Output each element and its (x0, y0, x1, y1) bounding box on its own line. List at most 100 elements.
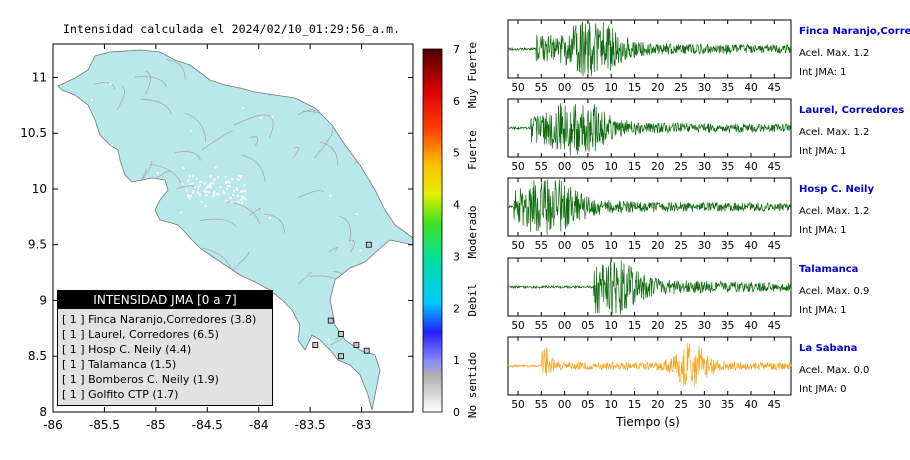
colorbar-tick-label: 7 (453, 43, 460, 56)
time-tick-label: 55 (535, 161, 548, 173)
x-tick-label: -85.5 (89, 418, 120, 432)
colorbar-tick-label: 0 (453, 406, 460, 419)
x-tick-label: -83.5 (295, 418, 326, 432)
seismogram-panel: 50 55 00 05 10 15 20 25 30 35 40 45 Hosp C. Neily Ace… (507, 177, 874, 252)
legend-row: [ 1 ] Hosp C. Neily (4.4) (62, 343, 192, 356)
time-tick-label: 00 (558, 82, 571, 94)
country-landmass (57, 49, 413, 411)
legend-row: [ 1 ] Bomberos C. Neily (1.9) (62, 373, 219, 386)
colorbar-tick-label: 1 (453, 354, 460, 367)
station-marker (338, 353, 344, 360)
station-marker (327, 317, 334, 324)
station-marker (312, 342, 319, 349)
y-tick-label: 9 (39, 293, 47, 307)
time-tick-label: 50 (511, 320, 524, 332)
seismogram-panel: 50 55 00 05 10 15 20 25 30 35 40 45 Talamanca Acel. M… (507, 257, 869, 332)
map-title: Intensidad calculada el 2024/02/10_01:29… (63, 22, 401, 36)
int-jma-value: Int JMA: 1 (799, 146, 847, 157)
time-tick-label: 05 (581, 320, 594, 332)
y-tick-label: 11 (32, 70, 47, 84)
station-marker (338, 330, 344, 337)
time-tick-label: 35 (721, 161, 734, 173)
station-marker (363, 347, 370, 354)
time-tick-label: 05 (581, 161, 594, 173)
x-tick-label: -83 (352, 418, 372, 432)
time-tick-label: 25 (674, 82, 687, 94)
colorbar-category-label: Moderado (466, 206, 479, 259)
time-tick-label: 55 (535, 320, 548, 332)
time-tick-label: 15 (628, 240, 641, 252)
time-tick-label: 10 (605, 399, 618, 411)
station-name: Finca Naranjo,Corredor (799, 26, 910, 37)
station-name: Laurel, Corredores (799, 105, 904, 116)
waveform (507, 343, 792, 388)
time-tick-label: 05 (581, 399, 594, 411)
time-tick-label: 45 (768, 320, 781, 332)
time-tick-label: 50 (511, 161, 524, 173)
time-tick-label: 20 (651, 161, 664, 173)
time-tick-label: 15 (628, 161, 641, 173)
time-tick-label: 25 (674, 240, 687, 252)
time-tick-label: 15 (628, 320, 641, 332)
legend-header: INTENSIDAD JMA [0 a 7] (58, 291, 272, 309)
waveform (507, 260, 792, 315)
time-tick-label: 10 (605, 82, 618, 94)
time-tick-label: 00 (558, 240, 571, 252)
time-tick-label: 05 (581, 82, 594, 94)
map-frame (52, 43, 414, 413)
station-name: Talamanca (799, 264, 858, 275)
time-tick-label: 00 (558, 161, 571, 173)
time-tick-label: 20 (651, 82, 664, 94)
time-tick-label: 50 (511, 82, 524, 94)
time-tick-label: 35 (721, 320, 734, 332)
time-tick-label: 45 (768, 399, 781, 411)
time-tick-label: 00 (558, 399, 571, 411)
colorbar-tick-label: 4 (453, 199, 460, 212)
time-tick-label: 40 (744, 240, 757, 252)
time-tick-label: 15 (628, 82, 641, 94)
acel-max-value: Acel. Max. 0.0 (799, 365, 869, 376)
waveform (507, 103, 792, 156)
colorbar-category-label: Fuerte (466, 130, 479, 170)
waveform (507, 179, 792, 235)
time-tick-label: 55 (535, 240, 548, 252)
x-tick-label: -84.5 (192, 418, 223, 432)
y-tick-label: 10.5 (20, 126, 47, 140)
acel-max-value: Acel. Max. 1.2 (799, 48, 869, 59)
time-tick-label: 55 (535, 82, 548, 94)
colorbar-category-label: Debil (466, 283, 479, 316)
time-tick-label: 35 (721, 399, 734, 411)
colorbar-tick-label: 2 (453, 302, 460, 315)
time-tick-label: 30 (698, 240, 711, 252)
time-tick-label: 40 (744, 399, 757, 411)
time-tick-label: 20 (651, 320, 664, 332)
x-tick-label: -86 (43, 418, 63, 432)
colorbar-category-label: No sentido (466, 352, 479, 418)
time-tick-label: 30 (698, 399, 711, 411)
waveform (507, 21, 792, 77)
station-marker (353, 342, 360, 349)
time-tick-label: 30 (698, 82, 711, 94)
time-tick-label: 15 (628, 399, 641, 411)
time-tick-label: 05 (581, 240, 594, 252)
station-name: Hosp C. Neily (799, 184, 874, 195)
x-tick-label: -85 (146, 418, 166, 432)
x-tick-label: -84 (249, 418, 269, 432)
time-tick-label: 30 (698, 320, 711, 332)
colorbar (422, 48, 443, 413)
seismogram-panel: 50 55 00 05 10 15 20 25 30 35 40 45 Finca Naranjo,Co… (507, 19, 910, 94)
time-tick-label: 50 (511, 399, 524, 411)
time-axis-label: Tiempo (s) (615, 415, 680, 429)
time-tick-label: 20 (651, 240, 664, 252)
acel-max-value: Acel. Max. 1.2 (799, 127, 869, 138)
acel-max-value: Acel. Max. 1.2 (799, 206, 869, 217)
time-tick-label: 20 (651, 399, 664, 411)
time-tick-label: 00 (558, 320, 571, 332)
station-name: La Sabana (799, 343, 857, 354)
legend-row: [ 1 ] Talamanca (1.5) (62, 358, 177, 371)
time-tick-label: 45 (768, 240, 781, 252)
time-tick-label: 40 (744, 161, 757, 173)
y-tick-label: 8 (39, 405, 47, 419)
